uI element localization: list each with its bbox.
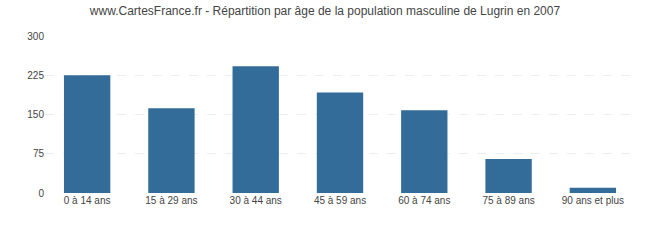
svg-text:75 à 89 ans: 75 à 89 ans — [482, 195, 534, 206]
svg-text:300: 300 — [27, 31, 44, 42]
svg-text:225: 225 — [27, 70, 44, 81]
svg-text:0 à 14 ans: 0 à 14 ans — [64, 195, 111, 206]
svg-text:0: 0 — [38, 188, 44, 199]
svg-text:60 à 74 ans: 60 à 74 ans — [398, 195, 450, 206]
svg-text:www.CartesFrance.fr - Répartit: www.CartesFrance.fr - Répartition par âg… — [89, 4, 561, 18]
svg-text:150: 150 — [27, 109, 44, 120]
svg-text:15 à 29 ans: 15 à 29 ans — [145, 195, 197, 206]
svg-text:75: 75 — [33, 148, 45, 159]
svg-text:30 à 44 ans: 30 à 44 ans — [230, 195, 282, 206]
svg-text:45 à 59 ans: 45 à 59 ans — [314, 195, 366, 206]
svg-text:90 ans et plus: 90 ans et plus — [562, 195, 624, 206]
